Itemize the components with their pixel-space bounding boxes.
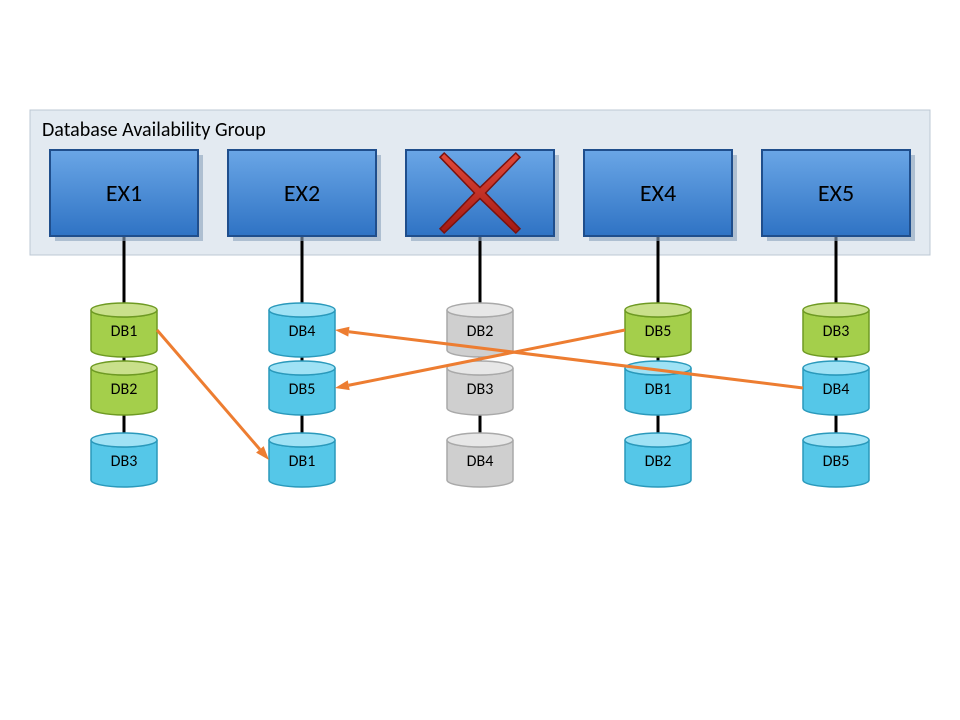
server-label: EX2 [284, 179, 320, 208]
db-cylinder: DB5 [269, 361, 335, 415]
db-cylinder: DB5 [625, 303, 691, 357]
failover-arrow-head [335, 327, 350, 337]
db-label: DB4 [289, 322, 316, 341]
db-label: DB5 [645, 322, 672, 341]
db-label: DB2 [467, 322, 494, 341]
db-label: DB5 [289, 380, 316, 399]
db-cylinder: DB1 [269, 433, 335, 487]
db-cylinder: DB3 [447, 361, 513, 415]
db-cylinder: DB5 [803, 433, 869, 487]
db-cylinder: DB2 [625, 433, 691, 487]
failover-arrow [157, 330, 260, 449]
db-label: DB2 [645, 452, 672, 471]
db-label: DB3 [111, 452, 138, 471]
db-cylinder: DB4 [269, 303, 335, 357]
db-cylinder: DB1 [91, 303, 157, 357]
dag-title: Database Availability Group [42, 118, 266, 142]
db-cylinder: DB3 [91, 433, 157, 487]
db-cylinder: DB4 [447, 433, 513, 487]
db-label: DB4 [467, 452, 494, 471]
db-label: DB3 [467, 380, 494, 399]
db-label: DB1 [289, 452, 316, 471]
server-label: EX4 [640, 179, 676, 208]
db-cylinder: DB2 [91, 361, 157, 415]
server-label: EX5 [818, 179, 854, 208]
db-label: DB5 [823, 452, 850, 471]
db-label: DB1 [645, 380, 672, 399]
failover-arrow-head [335, 380, 350, 390]
db-cylinder: DB3 [803, 303, 869, 357]
diagram-stage: Database Availability Group EX1 EX2 EX4 EX5 D… [0, 0, 960, 720]
server-label: EX1 [106, 179, 142, 208]
db-cylinder: DB4 [803, 361, 869, 415]
db-label: DB2 [111, 380, 138, 399]
db-label: DB1 [111, 322, 138, 341]
db-label: DB4 [823, 380, 850, 399]
db-label: DB3 [823, 322, 850, 341]
